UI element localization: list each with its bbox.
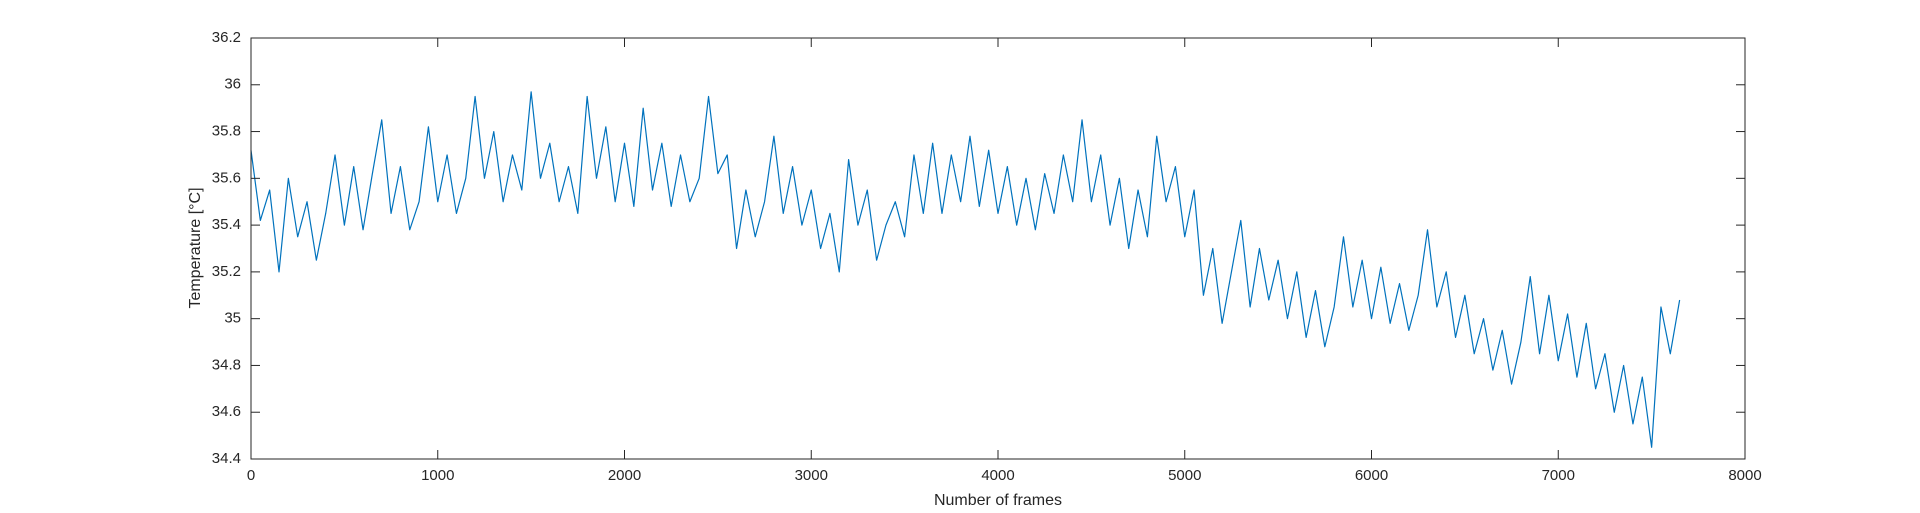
y-tick-label: 35.4	[212, 216, 241, 233]
x-tick-label: 1000	[421, 467, 454, 484]
x-tick-label: 3000	[795, 467, 828, 484]
y-axis-title: Temperature [°C]	[187, 187, 204, 308]
x-tick-label: 5000	[1168, 467, 1201, 484]
y-tick-label: 35	[224, 310, 241, 327]
y-tick-label: 35.2	[212, 263, 241, 280]
x-tick-label: 6000	[1355, 467, 1388, 484]
x-axis-title: Number of frames	[934, 492, 1062, 509]
y-tick-label: 34.4	[212, 450, 241, 467]
y-tick-label: 35.6	[212, 169, 241, 186]
y-tick-label: 35.8	[212, 123, 241, 140]
data-line	[250, 91, 1681, 448]
x-tick-label: 2000	[608, 467, 641, 484]
y-tick-label: 36.2	[212, 29, 241, 46]
y-tick-label: 36	[224, 76, 241, 93]
x-tick-label: 0	[247, 467, 255, 484]
y-tick-label: 34.6	[212, 403, 241, 420]
x-tick-label: 7000	[1542, 467, 1575, 484]
y-tick-label: 34.8	[212, 356, 241, 373]
x-tick-label: 4000	[981, 467, 1014, 484]
x-tick-label: 8000	[1728, 467, 1761, 484]
